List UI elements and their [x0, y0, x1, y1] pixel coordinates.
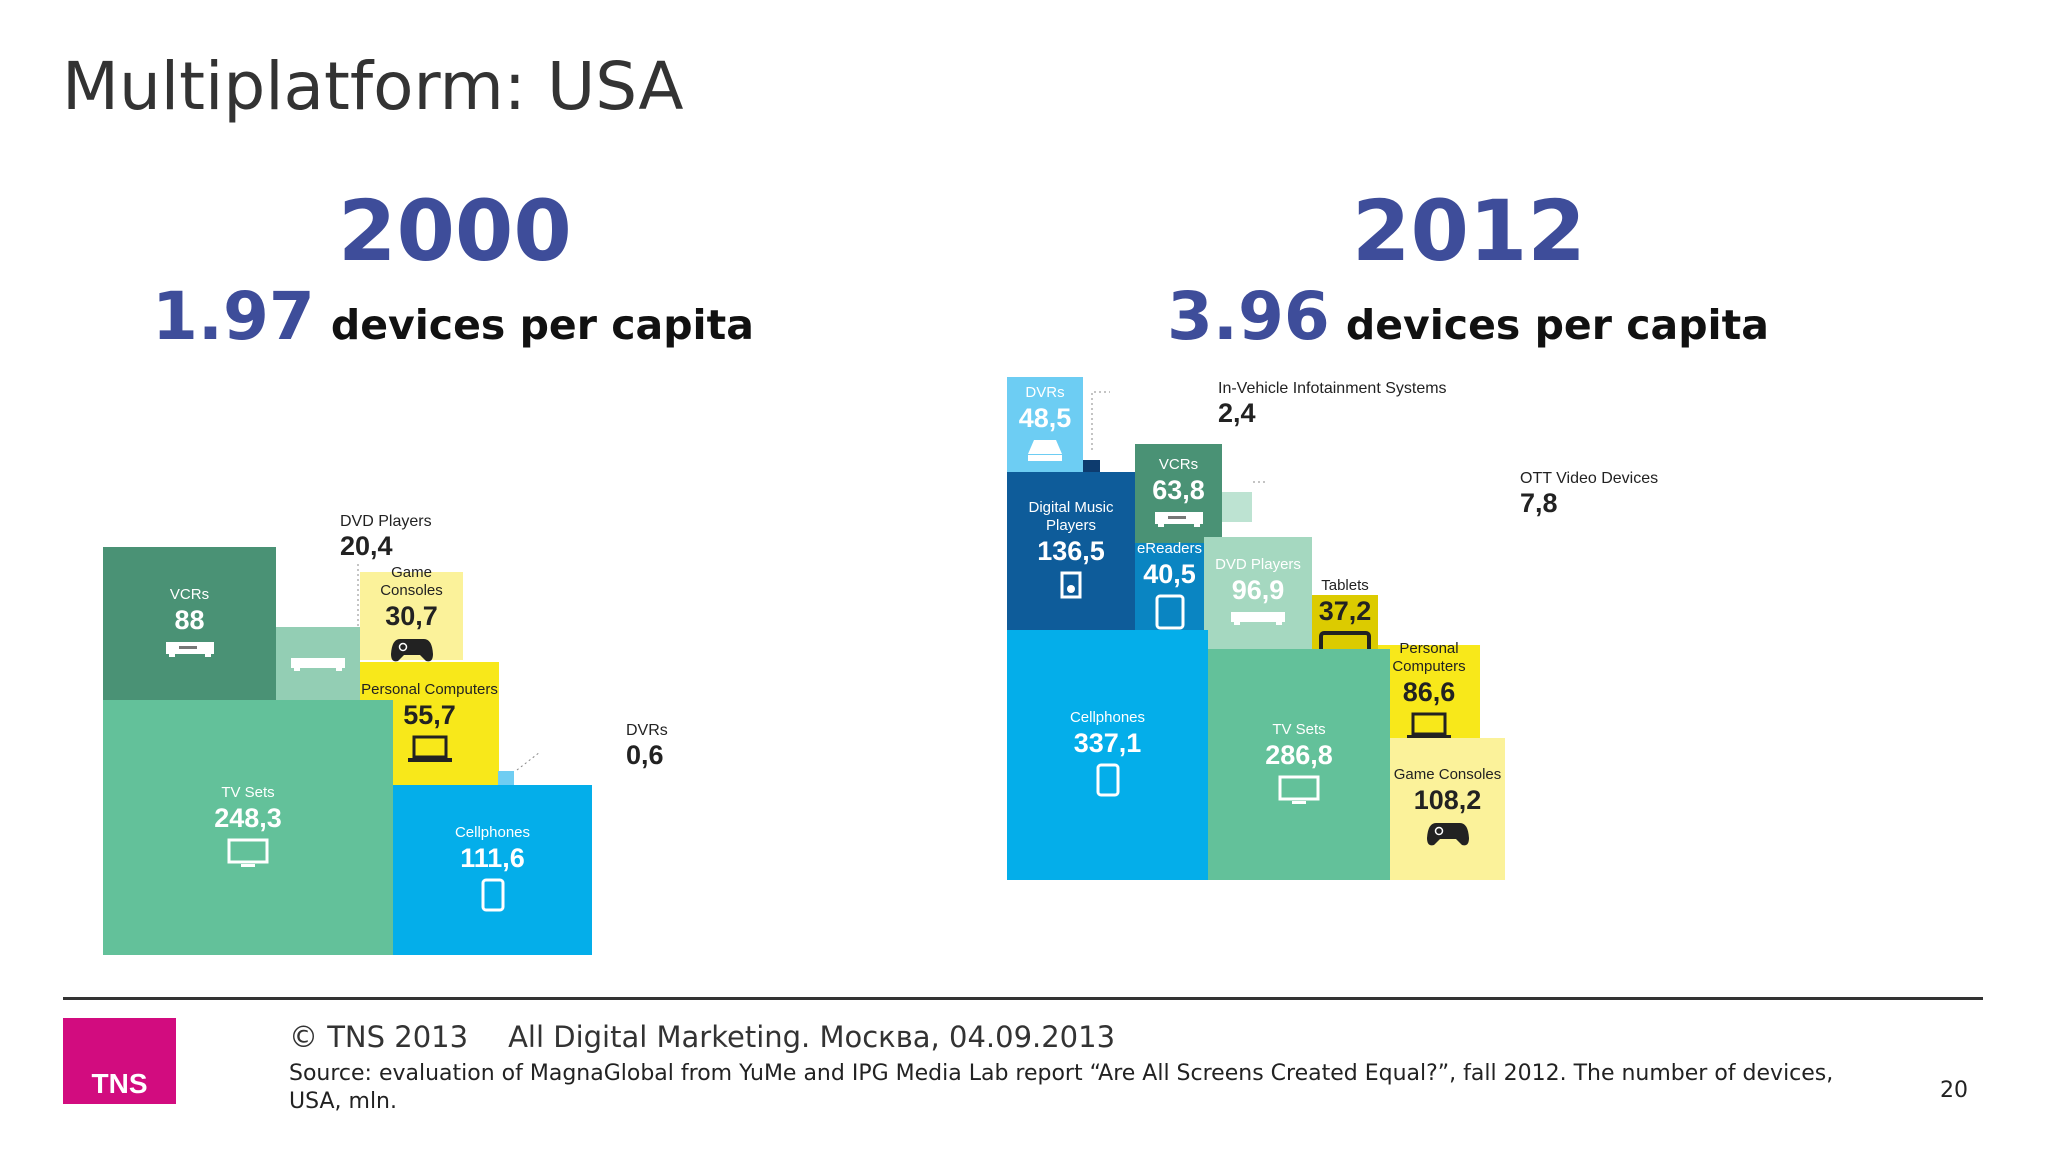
chart-2012-year: 2012 — [1352, 182, 1586, 280]
devices-per-capita-value: 1.97 — [152, 278, 315, 355]
callout-in-vehicle-infotainment-systems: In-Vehicle Infotainment Systems 2,4 — [1218, 380, 1447, 429]
treemap-cell-dvd-players: DVD Players 96,9 — [1204, 537, 1312, 649]
treemap-cell-ott-video-devices — [1222, 492, 1252, 522]
event: All Digital Marketing. Москва, 04.09.201… — [508, 1020, 1116, 1054]
treemap-cell-digital-music-players: Digital Music Players 136,5 — [1007, 472, 1135, 630]
vcr-icon — [1154, 506, 1204, 532]
callout-value: 2,4 — [1218, 398, 1256, 428]
cell-value: 337,1 — [1073, 728, 1142, 758]
treemap-cell-game-consoles: Game Consoles 108,2 — [1390, 738, 1505, 880]
cell-label: Tablets — [1321, 577, 1369, 594]
cell-label: Personal Computers — [361, 680, 498, 698]
cell-label: Game Consoles — [1393, 766, 1502, 783]
callout-label: DVD Players — [340, 513, 432, 530]
copyright: © TNS 2013 — [289, 1020, 469, 1054]
cell-value: 40,5 — [1143, 558, 1196, 589]
devices-per-capita-label: devices per capita — [330, 301, 754, 349]
tns-logo: TNS — [63, 1018, 176, 1104]
treemap-cell-tablets: Tablets 37,2 — [1312, 577, 1378, 663]
treemap-cell-dvrs: DVRs 48,5 — [1007, 377, 1083, 472]
devices-per-capita-value: 3.96 — [1167, 278, 1330, 355]
cell-value: 111,6 — [460, 843, 525, 873]
music-player-icon — [1060, 567, 1082, 603]
ereader-icon — [1155, 590, 1185, 634]
treemap-cell-game-consoles: Game Consoles 30,7 — [360, 564, 463, 662]
callout-label: DVRs — [626, 722, 668, 739]
logo-text: TNS — [91, 1068, 148, 1099]
callout-value: 20,4 — [340, 531, 393, 561]
callout-value: 7,8 — [1520, 488, 1558, 518]
laptop-icon — [407, 731, 453, 767]
phone-icon — [1096, 759, 1120, 801]
treemap-cell-personal-computers: Personal Computers 86,6 — [1378, 640, 1480, 739]
chart-2000-year: 2000 — [338, 182, 572, 280]
callout-dvrs: DVRs 0,6 — [626, 722, 668, 771]
devices-per-capita-label: devices per capita — [1345, 301, 1769, 349]
chart-2012-devices-per-capita: 3.96 devices per capita — [1167, 278, 1769, 355]
cell-value: 37,2 — [1318, 596, 1372, 626]
cell-value: 86,6 — [1402, 676, 1456, 707]
cell-value: 63,8 — [1152, 474, 1205, 505]
footer-line: © TNS 2013 All Digital Marketing. Москва,… — [289, 1020, 1115, 1054]
leader-ivis-2012 — [1091, 391, 1110, 450]
treemap-cell-dvd-players — [276, 627, 360, 700]
dvr-icon — [1026, 434, 1064, 466]
cell-value: 136,5 — [1037, 536, 1105, 566]
cell-value: 88 — [174, 604, 205, 635]
cell-label: TV Sets — [221, 783, 275, 801]
tv-icon — [1278, 771, 1320, 809]
phone-icon — [481, 874, 505, 916]
callout-ott-video-devices: OTT Video Devices 7,8 — [1520, 470, 1658, 519]
chart-2000-devices-per-capita: 1.97 devices per capita — [152, 278, 754, 355]
cell-value: 48,5 — [1018, 402, 1072, 433]
cell-label: Digital Music Players — [1028, 499, 1114, 534]
vcr-icon — [165, 636, 215, 662]
treemap-cell-ereaders: eReaders 40,5 — [1135, 539, 1204, 630]
treemap-cell-dvrs — [498, 771, 514, 785]
tv-icon — [227, 834, 269, 872]
cell-label: Cellphones — [454, 824, 531, 841]
gamepad-icon — [390, 632, 434, 668]
callout-label: OTT Video Devices — [1520, 470, 1659, 487]
cell-value: 96,9 — [1231, 575, 1285, 605]
dvd-player-icon — [290, 652, 346, 676]
source-note: Source: evaluation of MagnaGlobal from Y… — [289, 1061, 1834, 1114]
page-title: Multiplatform: USA — [62, 48, 684, 125]
cell-value: 30,7 — [385, 601, 438, 631]
leader-dvrs-2000 — [516, 751, 541, 771]
treemap-cell-vcrs: VCRs 88 — [103, 547, 276, 700]
cell-label: Game Consoles — [380, 564, 443, 599]
dvd-player-icon — [1230, 606, 1286, 630]
gamepad-icon — [1426, 816, 1470, 852]
page-number: 20 — [1940, 1078, 1968, 1103]
footer-divider — [63, 997, 1983, 1000]
treemap-cell-cellphones: Cellphones 337,1 — [1007, 630, 1208, 880]
cell-label: eReaders — [1136, 539, 1203, 557]
cell-label: DVRs — [1025, 383, 1065, 401]
cell-label: TV Sets — [1272, 720, 1326, 738]
cell-value: 108,2 — [1413, 785, 1482, 815]
laptop-icon — [1406, 708, 1452, 744]
callout-dvd-players: DVD Players 20,4 — [340, 513, 432, 562]
cell-value: 286,8 — [1265, 739, 1333, 770]
cell-value: 55,7 — [403, 699, 456, 730]
cell-label: Personal Computers — [1392, 639, 1466, 675]
cell-label: DVD Players — [1215, 556, 1301, 573]
cell-label: VCRs — [1158, 455, 1199, 473]
treemap-cell-vcrs: VCRs 63,8 — [1135, 444, 1222, 543]
cell-label: Cellphones — [1069, 709, 1146, 726]
callout-label: In-Vehicle Infotainment Systems — [1218, 380, 1447, 397]
treemap-cell-cellphones: Cellphones 111,6 — [393, 785, 592, 955]
treemap-cell-tv-sets: TV Sets 248,3 — [103, 700, 393, 955]
cell-label: VCRs — [169, 585, 210, 603]
treemap-cell-in-vehicle-infotainment-systems — [1083, 460, 1100, 472]
callout-value: 0,6 — [626, 740, 664, 770]
treemap-cell-tv-sets: TV Sets 286,8 — [1208, 649, 1390, 880]
cell-value: 248,3 — [214, 802, 282, 833]
